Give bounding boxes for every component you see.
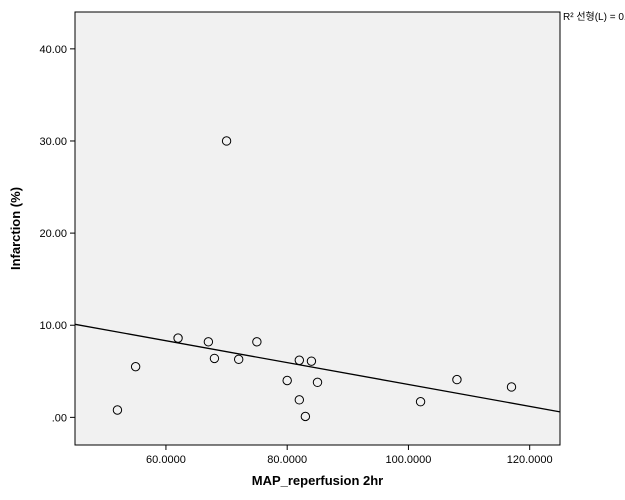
x-axis-label: MAP_reperfusion 2hr (252, 473, 383, 488)
chart-svg: 60.0000 80.0000 100.0000 120.0000 .00 10.00 20… (0, 0, 625, 500)
x-tick-label: 100.0000 (385, 454, 431, 466)
y-tick-label: 10.00 (39, 320, 67, 332)
r-squared-annotation: R² 선형(L) = 0.085 (563, 11, 625, 23)
x-tick-label: 80.0000 (267, 454, 307, 466)
x-tick-label: 60.0000 (146, 454, 186, 466)
y-tick-label: 30.00 (39, 136, 67, 148)
y-axis-label: Infarction (%) (8, 187, 23, 270)
y-tick-label: 20.00 (39, 228, 67, 240)
x-tick-label: 120.0000 (507, 454, 553, 466)
y-tick-label: .00 (52, 412, 67, 424)
y-tick-label: 40.00 (39, 44, 67, 56)
scatter-chart: 60.0000 80.0000 100.0000 120.0000 .00 10.00 20… (0, 0, 625, 500)
plot-area (75, 12, 560, 445)
